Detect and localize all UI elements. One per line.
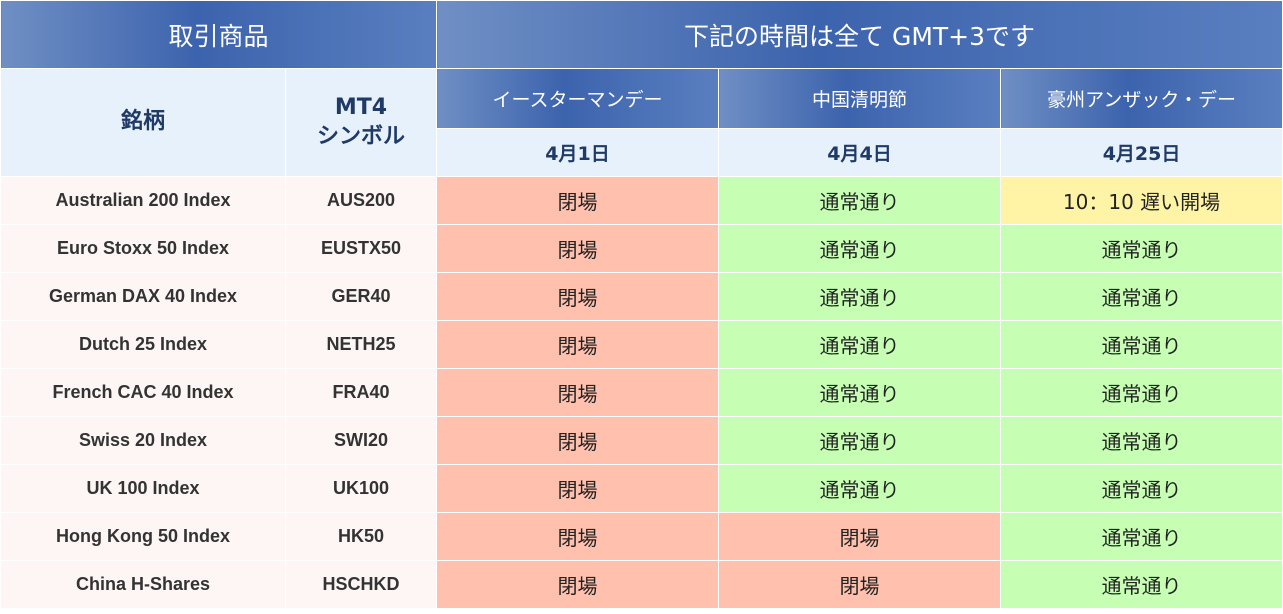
- instrument-name: Dutch 25 Index: [0, 320, 286, 369]
- symbol-header-line1: MT4: [334, 94, 388, 120]
- instrument-symbol: NETH25: [284, 320, 438, 369]
- instrument-symbol: GER40: [284, 272, 438, 321]
- status-cell: 通常通り: [718, 320, 1002, 369]
- status-cell: 通常通り: [1000, 416, 1283, 465]
- status-cell: 閉場: [436, 368, 720, 417]
- instrument-name: UK 100 Index: [0, 464, 286, 513]
- instrument-name: Euro Stoxx 50 Index: [0, 224, 286, 273]
- status-cell: 閉場: [436, 176, 720, 225]
- header-row-events: 銘柄 MT4 シンボル イースターマンデー 中国清明節 豪州アンザック・デー: [0, 68, 1283, 177]
- event-header-easter-monday: イースターマンデー: [436, 68, 720, 129]
- status-cell: 閉場: [436, 512, 720, 561]
- status-cell: 通常通り: [1000, 512, 1283, 561]
- table-row: Dutch 25 Index NETH25 閉場 通常通り 通常通り: [0, 320, 1283, 369]
- status-cell: 閉場: [718, 560, 1002, 609]
- column-header-symbol: MT4 シンボル: [284, 68, 438, 177]
- status-cell: 通常通り: [718, 272, 1002, 321]
- table-row: Hong Kong 50 Index HK50 閉場 閉場 通常通り: [0, 512, 1283, 561]
- status-cell: 通常通り: [718, 176, 1002, 225]
- status-cell: 通常通り: [1000, 368, 1283, 417]
- table-row: Swiss 20 Index SWI20 閉場 通常通り 通常通り: [0, 416, 1283, 465]
- status-cell: 通常通り: [1000, 464, 1283, 513]
- instrument-symbol: UK100: [284, 464, 438, 513]
- status-cell: 通常通り: [1000, 560, 1283, 609]
- instrument-name: Hong Kong 50 Index: [0, 512, 286, 561]
- table-row: UK 100 Index UK100 閉場 通常通り 通常通り: [0, 464, 1283, 513]
- table-row: China H-Shares HSCHKD 閉場 閉場 通常通り: [0, 560, 1283, 609]
- instrument-name: Australian 200 Index: [0, 176, 286, 225]
- header-row-dates: 4月1日 4月4日 4月25日: [1, 128, 1283, 177]
- table-row: Euro Stoxx 50 Index EUSTX50 閉場 通常通り 通常通り: [0, 224, 1283, 273]
- status-cell: 通常通り: [718, 464, 1002, 513]
- table-row: Australian 200 Index AUS200 閉場 通常通り 10：1…: [0, 176, 1283, 225]
- status-cell: 10：10 遅い開場: [1000, 176, 1283, 225]
- event-date-anzac-day: 4月25日: [1000, 128, 1283, 177]
- instrument-name: German DAX 40 Index: [0, 272, 286, 321]
- instrument-symbol: EUSTX50: [284, 224, 438, 273]
- table-row: French CAC 40 Index FRA40 閉場 通常通り 通常通り: [0, 368, 1283, 417]
- instrument-name: French CAC 40 Index: [0, 368, 286, 417]
- status-cell: 閉場: [718, 512, 1002, 561]
- status-cell: 閉場: [436, 464, 720, 513]
- table-row: German DAX 40 Index GER40 閉場 通常通り 通常通り: [0, 272, 1283, 321]
- symbol-header-line2: シンボル: [317, 123, 406, 149]
- instrument-symbol: HK50: [284, 512, 438, 561]
- status-cell: 通常通り: [718, 416, 1002, 465]
- instrument-name: Swiss 20 Index: [0, 416, 286, 465]
- instrument-symbol: HSCHKD: [284, 560, 438, 609]
- status-cell: 通常通り: [1000, 320, 1283, 369]
- status-cell: 通常通り: [1000, 224, 1283, 273]
- header-row-top: 取引商品 下記の時間は全て GMT+3です: [0, 0, 1283, 69]
- event-header-qingming: 中国清明節: [718, 68, 1002, 129]
- event-date-qingming: 4月4日: [718, 128, 1002, 177]
- status-cell: 通常通り: [1000, 272, 1283, 321]
- status-cell: 閉場: [436, 560, 720, 609]
- instrument-name: China H-Shares: [0, 560, 286, 609]
- instrument-symbol: AUS200: [284, 176, 438, 225]
- status-cell: 通常通り: [718, 224, 1002, 273]
- event-header-anzac-day: 豪州アンザック・デー: [1000, 68, 1283, 129]
- status-cell: 閉場: [436, 272, 720, 321]
- status-cell: 通常通り: [718, 368, 1002, 417]
- column-header-name: 銘柄: [0, 68, 286, 177]
- instrument-symbol: SWI20: [284, 416, 438, 465]
- status-cell: 閉場: [436, 416, 720, 465]
- event-date-easter-monday: 4月1日: [436, 128, 720, 177]
- status-cell: 閉場: [436, 320, 720, 369]
- instrument-symbol: FRA40: [284, 368, 438, 417]
- status-cell: 閉場: [436, 224, 720, 273]
- timezone-note: 下記の時間は全て GMT+3です: [436, 0, 1283, 69]
- products-title: 取引商品: [0, 0, 438, 69]
